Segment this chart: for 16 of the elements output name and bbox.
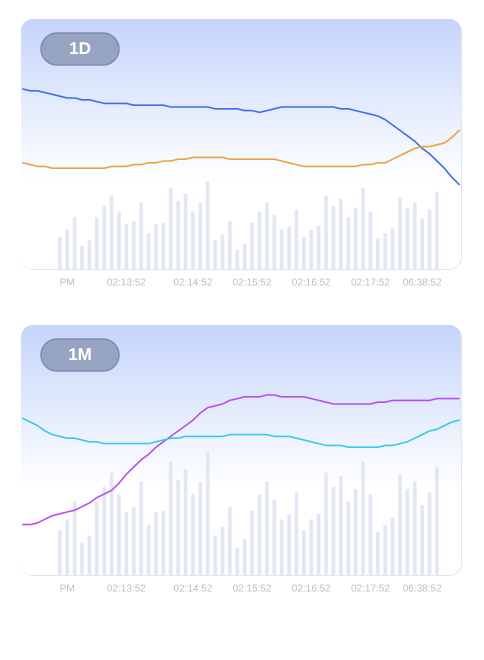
chart-title: 1D (69, 39, 91, 58)
x-tick-label: PM (60, 278, 75, 288)
x-tick-label: 02:17:52 (350, 584, 390, 594)
x-tick-label: 02:14:52 (173, 584, 213, 594)
x-tick-label: 02:17:52 (350, 278, 390, 288)
x-tick-label: 02:15:52 (232, 584, 272, 594)
x-tick-label: 06:38:52 (402, 584, 442, 594)
x-tick-label: 02:13:52 (106, 584, 146, 594)
x-tick-label: 02:16:52 (292, 278, 332, 288)
chart-title: 1M (68, 345, 92, 364)
x-tick-label: 02:14:52 (173, 278, 213, 288)
x-tick-label: PM (60, 584, 75, 594)
x-tick-label: 06:38:52 (402, 278, 442, 288)
x-tick-label: 02:13:52 (106, 278, 146, 288)
x-tick-label: 02:15:52 (232, 278, 272, 288)
x-tick-label: 02:16:52 (292, 584, 332, 594)
